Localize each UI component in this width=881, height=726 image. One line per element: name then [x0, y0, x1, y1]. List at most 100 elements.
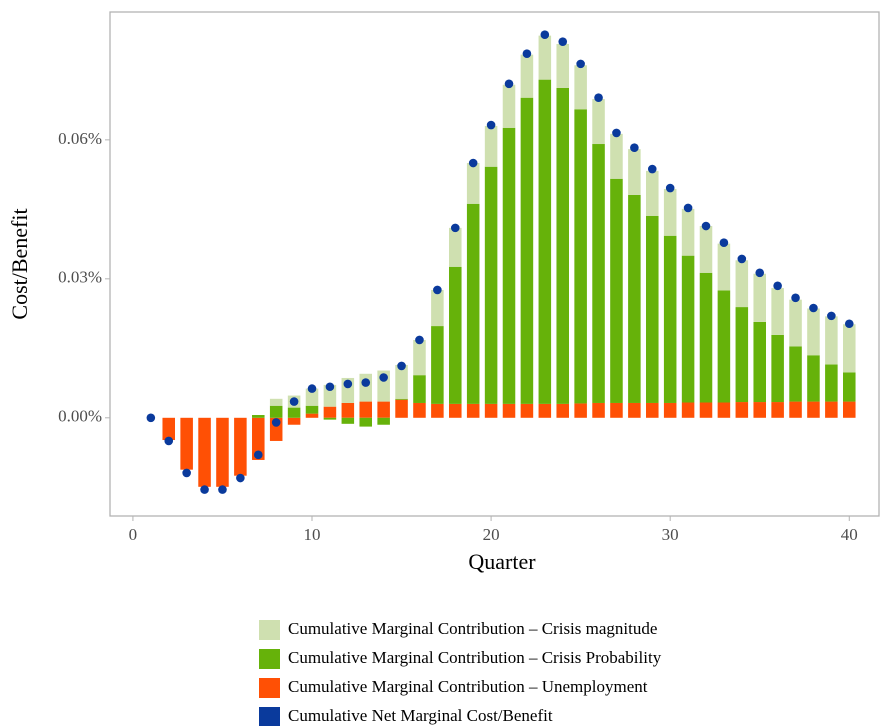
bar [520, 54, 534, 98]
bar [413, 375, 426, 403]
point [504, 79, 514, 89]
bar [628, 194, 641, 403]
bar [395, 398, 408, 400]
bar [269, 398, 283, 406]
point [397, 361, 406, 371]
point [289, 397, 299, 406]
bar [646, 170, 659, 216]
bar [538, 35, 552, 80]
bar [681, 255, 695, 403]
legend-swatch [259, 707, 280, 726]
bar [431, 326, 444, 404]
bar [502, 84, 516, 128]
bar [825, 364, 838, 402]
bar [735, 402, 749, 418]
bar [825, 316, 838, 365]
x-tick-label: 20 [483, 525, 500, 544]
x-tick-label: 0 [129, 525, 138, 544]
bar [359, 417, 373, 427]
bar [699, 402, 713, 418]
bar [789, 299, 802, 347]
point [522, 49, 532, 58]
bar [610, 133, 623, 179]
bar [556, 43, 570, 88]
bar [287, 417, 301, 425]
bar [198, 417, 211, 487]
bar [646, 402, 659, 418]
bar [341, 417, 355, 424]
x-axis-title: Quarter [468, 549, 536, 574]
bar [753, 402, 766, 418]
bar [323, 406, 337, 418]
point [576, 59, 585, 69]
bar [449, 266, 462, 404]
point [164, 436, 174, 446]
point [809, 303, 818, 313]
bar [574, 109, 587, 404]
bar [556, 87, 570, 404]
bar [592, 99, 605, 145]
point [450, 223, 460, 233]
bar [305, 405, 319, 414]
bar [771, 288, 784, 335]
bar [466, 203, 480, 404]
point [755, 268, 765, 278]
point [791, 293, 800, 303]
legend-swatch [259, 620, 280, 640]
point [253, 450, 263, 460]
legend-label: Cumulative Marginal Contribution – Unemp… [288, 677, 648, 696]
bar [699, 272, 713, 403]
point [827, 311, 836, 321]
bar [377, 417, 390, 425]
point [325, 382, 335, 392]
bar [807, 401, 820, 418]
bar [377, 401, 390, 418]
bar [538, 403, 552, 418]
y-tick-label: 0.03% [58, 268, 102, 287]
bar [162, 417, 176, 441]
bar [574, 65, 587, 110]
bar [699, 226, 713, 273]
bar [789, 401, 802, 418]
bar [771, 402, 784, 418]
point [379, 373, 388, 382]
legend-label: Cumulative Marginal Contribution – Crisi… [288, 648, 662, 667]
bar [323, 417, 337, 420]
legend-label: Cumulative Marginal Contribution – Crisi… [288, 619, 657, 638]
bar [216, 417, 229, 487]
point [307, 384, 317, 393]
point [236, 473, 245, 483]
bar [789, 346, 802, 402]
bar [681, 402, 695, 418]
bar [753, 273, 766, 322]
bar [843, 324, 856, 373]
bar [592, 144, 605, 403]
point [182, 468, 191, 478]
bar [843, 401, 856, 418]
point [271, 418, 281, 427]
point [415, 335, 424, 345]
point [647, 164, 657, 174]
point [844, 319, 854, 329]
bar [843, 372, 856, 402]
bar [323, 384, 337, 407]
point [558, 37, 568, 46]
bar [628, 402, 641, 418]
bar [269, 405, 283, 418]
bar [359, 401, 373, 418]
bar [484, 125, 498, 167]
point [361, 378, 371, 387]
bar [413, 339, 426, 376]
bar [663, 402, 677, 418]
bar [395, 399, 408, 418]
bar [646, 215, 659, 403]
bar [305, 413, 319, 418]
point [683, 203, 693, 213]
bar [717, 290, 731, 403]
bar [431, 403, 444, 418]
bar [234, 417, 247, 476]
point [665, 183, 675, 193]
point [612, 128, 621, 138]
point [200, 485, 209, 494]
